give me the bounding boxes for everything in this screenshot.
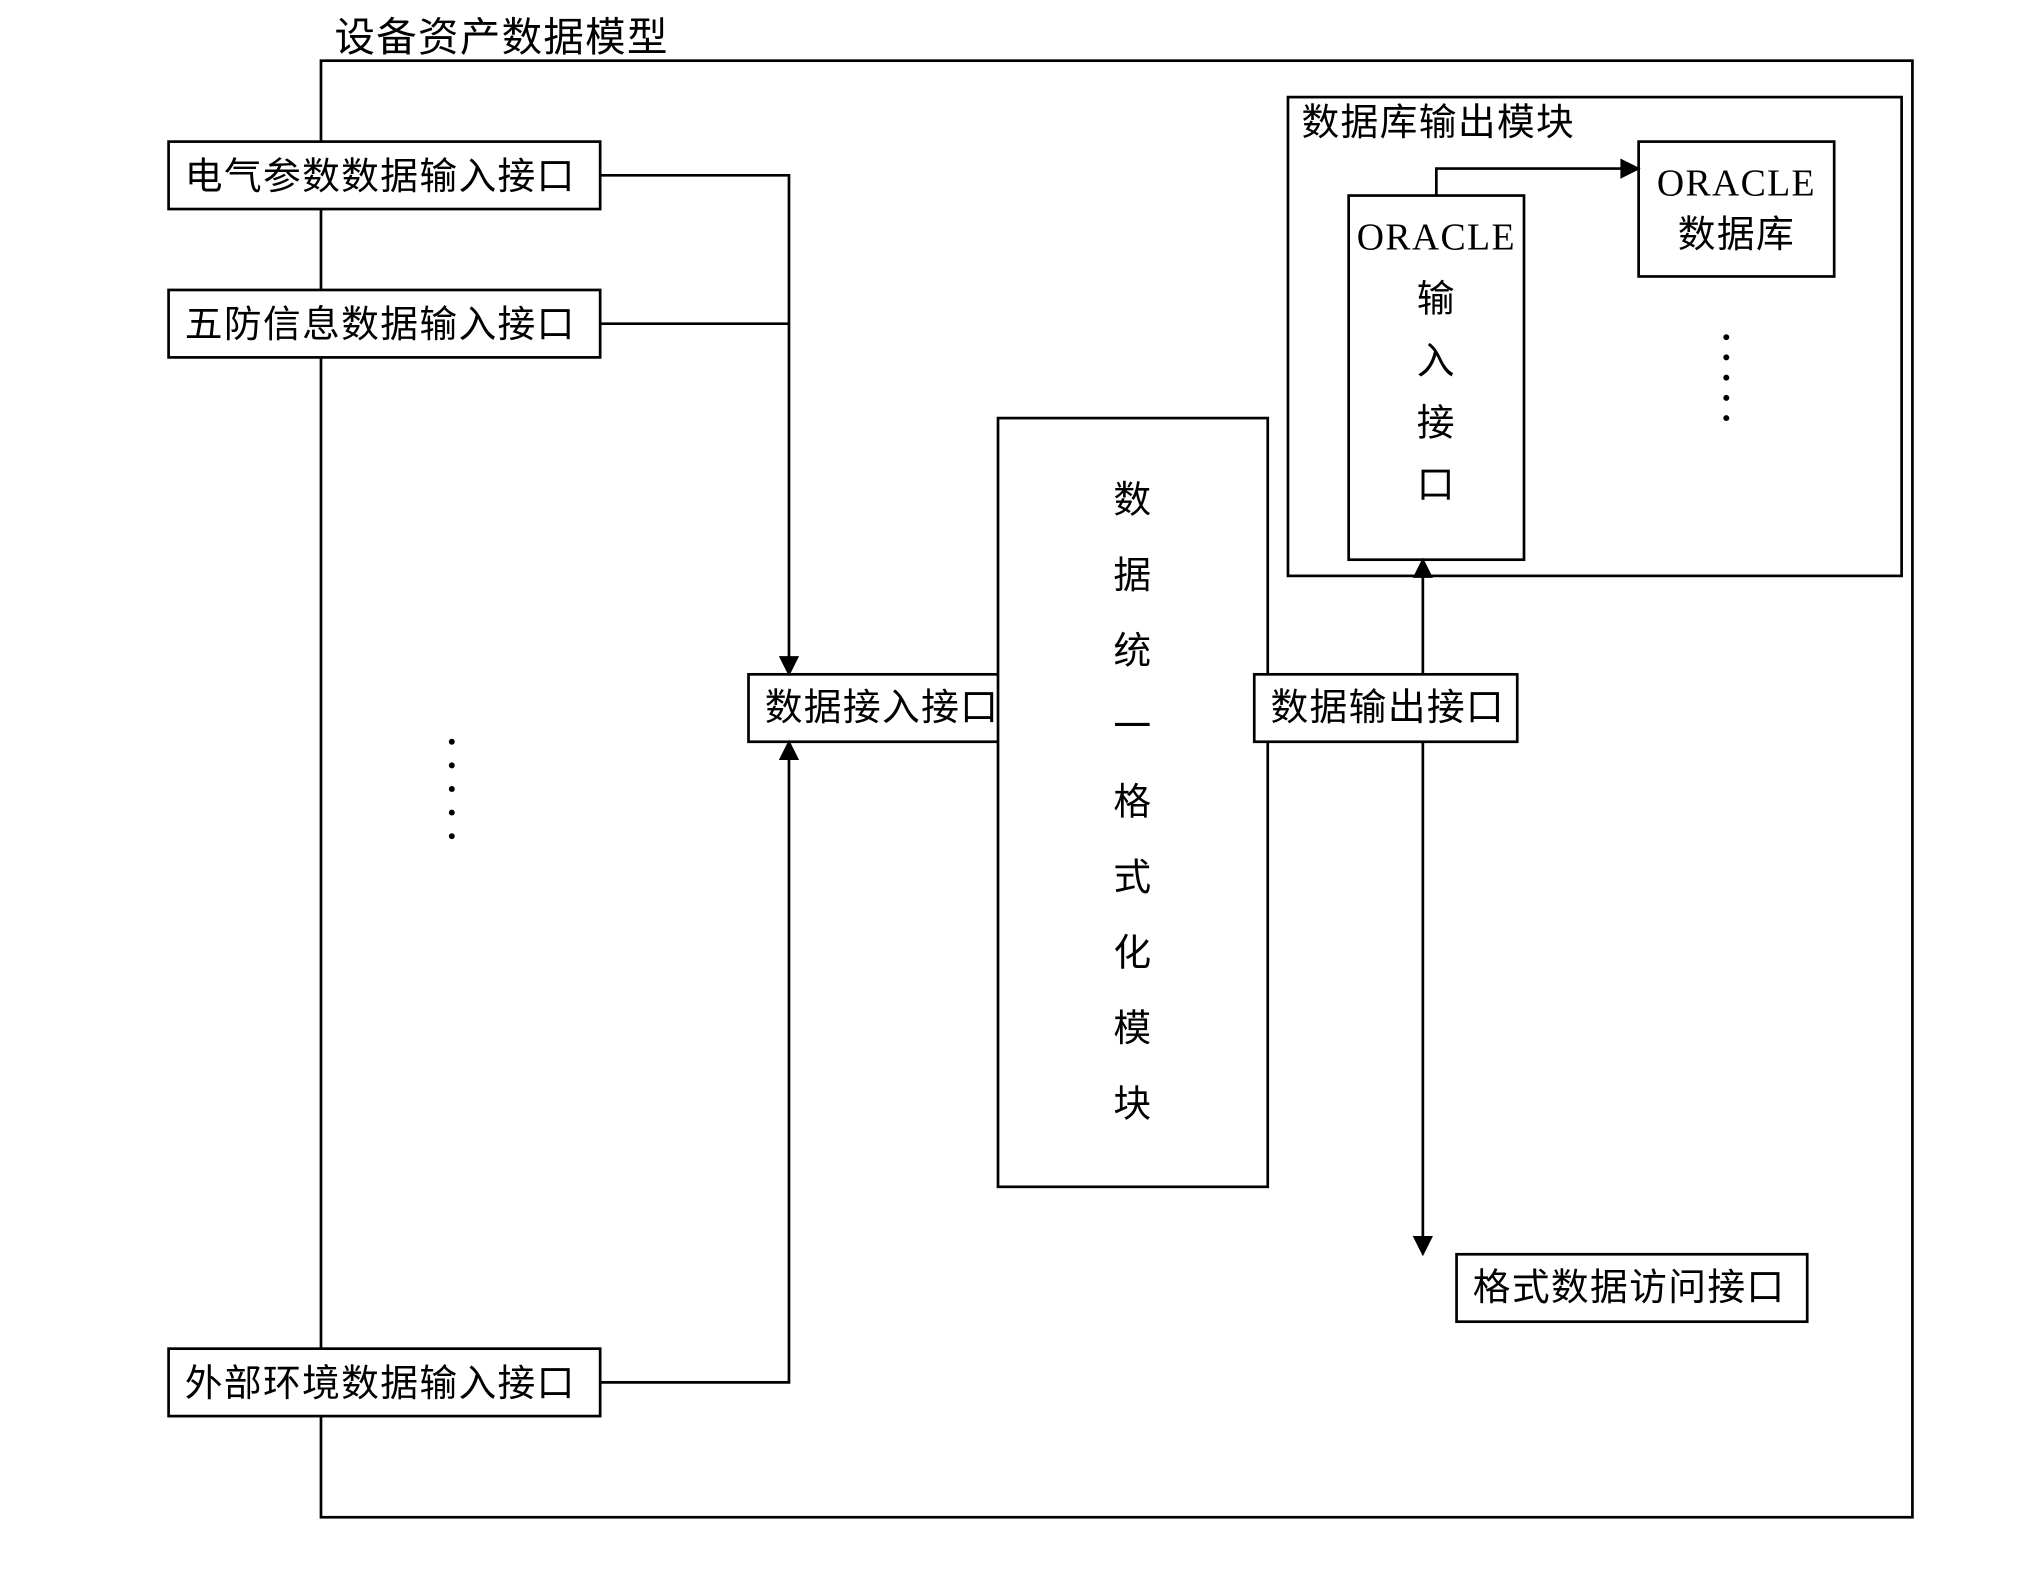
- db-output-title: 数据库输出模块: [1301, 102, 1575, 144]
- in-elec-label: 电气参数数据输入接口: [185, 156, 576, 198]
- in-env-label: 外部环境数据输入接口: [185, 1363, 576, 1405]
- data-in-port-label: 数据接入接口: [765, 687, 1000, 729]
- center-module-label: 数据统一格式化模块: [1113, 479, 1152, 1125]
- diagram-title: 设备资产数据模型: [334, 15, 668, 60]
- data-out-port-label: 数据输出接口: [1270, 687, 1505, 729]
- in-wf-label: 五防信息数据输入接口: [185, 304, 576, 346]
- fmt-access-label: 格式数据访问接口: [1473, 1267, 1786, 1309]
